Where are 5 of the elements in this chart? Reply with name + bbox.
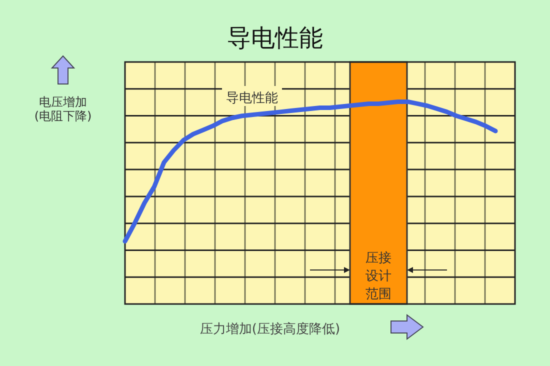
y-axis-title: 电压增加(电阻下降)	[34, 95, 92, 123]
annotation: 压接设计范围	[366, 251, 392, 302]
series-label: 导电性能	[226, 91, 278, 106]
chart-title: 导电性能	[227, 24, 323, 52]
x-axis-title: 压力增加(压接高度降低)	[200, 321, 340, 337]
